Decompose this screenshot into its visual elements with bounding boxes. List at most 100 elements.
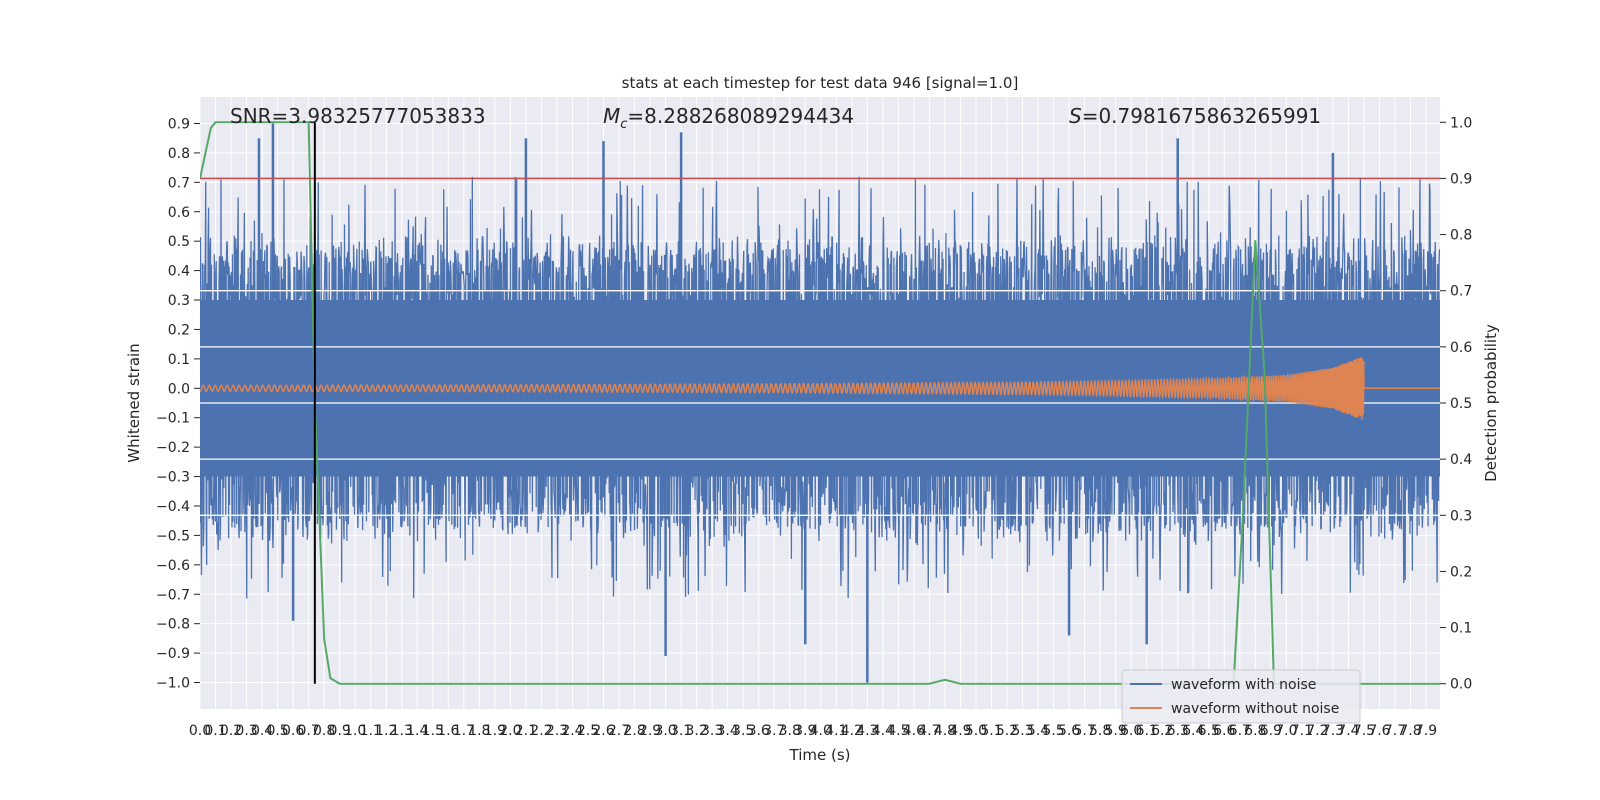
grid-right-axis (200, 290, 1440, 516)
x-tick-label: 4.0 (810, 723, 832, 739)
annotation-snr: SNR=3.98325777053833 (230, 104, 486, 128)
y-tick-label-left: −0.7 (156, 587, 190, 603)
x-tick-label: 4.1 (825, 723, 847, 739)
x-tick-label: 7.1 (1291, 723, 1313, 739)
annotation-s-value: S=0.7981675863265991 (1069, 104, 1321, 128)
x-tick-label: 4.7 (918, 723, 940, 739)
y-tick-label-left: −0.2 (156, 440, 190, 456)
x-tick-label: 0.9 (329, 723, 351, 739)
x-tick-label: 0.3 (235, 723, 257, 739)
x-tick-label: 7.9 (1415, 723, 1437, 739)
y-tick-label-left: −0.8 (156, 617, 190, 633)
x-tick-label: 0.8 (313, 723, 335, 739)
x-tick-label: 7.5 (1353, 723, 1375, 739)
x-tick-label: 6.3 (1167, 723, 1189, 739)
annotation-chirp-mass-symbol: M (603, 104, 620, 128)
y-tick-label-right: 1.0 (1450, 115, 1472, 131)
x-tick-label: 4.9 (949, 723, 971, 739)
y-axis-ticks-left: 0.9 0.8 0.7 0.6 0.5 0.4 0.3 0.2 0.1 0.0 −0.1 −0.2 −0… (156, 116, 200, 692)
x-tick-label: 3.0 (654, 723, 676, 739)
y-tick-label-right: 0.2 (1450, 564, 1472, 580)
x-tick-label: 0.2 (220, 723, 242, 739)
x-tick-label: 2.9 (639, 723, 661, 739)
y-tick-label-right: 0.0 (1450, 677, 1472, 693)
legend: waveform with noise waveform without noi… (1121, 669, 1361, 724)
y-tick-label-left: −0.9 (156, 646, 190, 662)
x-tick-label: 5.1 (980, 723, 1002, 739)
series-detection-probability (200, 121, 1440, 685)
x-tick-label: 4.4 (872, 723, 894, 739)
y-tick-label-left: 0.2 (168, 322, 190, 338)
x-tick-label: 1.4 (406, 723, 428, 739)
x-tick-label: 5.3 (1011, 723, 1033, 739)
x-tick-label: 2.1 (515, 723, 537, 739)
x-tick-label: 7.7 (1384, 723, 1406, 739)
clean-trace (200, 357, 1440, 420)
x-tick-label: 5.0 (965, 723, 987, 739)
x-tick-label: 7.0 (1275, 723, 1297, 739)
x-tick-label: 5.6 (1058, 723, 1080, 739)
x-tick-label: 0.1 (204, 723, 226, 739)
x-tick-label: 3.3 (701, 723, 723, 739)
x-tick-label: 1.2 (375, 723, 397, 739)
x-tick-label: 3.4 (717, 723, 739, 739)
y-tick-label-right: 0.4 (1450, 452, 1472, 468)
y-tick-label-left: 0.4 (168, 264, 190, 280)
x-tick-label: 7.3 (1322, 723, 1344, 739)
x-tick-label: 6.7 (1229, 723, 1251, 739)
y-tick-label-left: 0.0 (168, 381, 190, 397)
x-tick-label: 5.4 (1027, 723, 1049, 739)
x-tick-label: 1.6 (437, 723, 459, 739)
y-tick-label-left: −0.1 (156, 411, 190, 427)
x-tick-label: 6.2 (1151, 723, 1173, 739)
legend-box (1121, 669, 1361, 724)
x-tick-label: 2.3 (546, 723, 568, 739)
x-tick-label: 3.7 (763, 723, 785, 739)
x-tick-label: 5.8 (1089, 723, 1111, 739)
y-tick-label-left: 0.1 (168, 352, 190, 368)
annotation-chirp-mass-value: =8.288268089294434 (627, 104, 854, 128)
probability-trace (200, 121, 1440, 685)
annotation-chirp-mass: Mc=8.288268089294434 (603, 104, 854, 132)
x-tick-label: 4.6 (903, 723, 925, 739)
x-tick-label: 3.2 (685, 723, 707, 739)
x-tick-label: 1.9 (484, 723, 506, 739)
x-tick-label: 2.5 (577, 723, 599, 739)
x-tick-label: 1.7 (453, 723, 475, 739)
y-tick-label-left: −0.5 (156, 528, 190, 544)
y-axis-label-right: Detection probability (1482, 324, 1500, 482)
x-tick-label: 0.7 (298, 723, 320, 739)
annotation-s-symbol: S (1069, 104, 1082, 128)
y-tick-label-right: 0.9 (1450, 171, 1472, 187)
y-tick-label-left: 0.6 (168, 205, 190, 221)
y-tick-label-left: 0.5 (168, 234, 190, 250)
series-waveform-without-noise (200, 357, 1440, 420)
y-tick-label-left: −0.4 (156, 499, 190, 515)
x-tick-label: 7.6 (1368, 723, 1390, 739)
x-tick-label: 4.5 (887, 723, 909, 739)
annotation-s-number: =0.7981675863265991 (1082, 104, 1321, 128)
x-tick-label: 2.6 (592, 723, 614, 739)
y-tick-label-right: 0.3 (1450, 508, 1472, 524)
x-tick-label: 2.8 (623, 723, 645, 739)
y-tick-label-right: 0.1 (1450, 621, 1472, 637)
x-tick-label: 6.8 (1244, 723, 1266, 739)
x-tick-label: 5.2 (996, 723, 1018, 739)
y-axis-label-left: Whitened strain (125, 343, 143, 462)
x-tick-label: 6.9 (1260, 723, 1282, 739)
x-tick-label: 6.4 (1182, 723, 1204, 739)
x-tick-label: 2.7 (608, 723, 630, 739)
x-tick-label: 6.0 (1120, 723, 1142, 739)
x-tick-label: 2.2 (530, 723, 552, 739)
x-tick-label: 4.3 (856, 723, 878, 739)
x-tick-label: 1.0 (344, 723, 366, 739)
y-tick-label-left: −0.3 (156, 470, 190, 486)
y-tick-label-right: 0.8 (1450, 228, 1472, 244)
x-tick-label: 1.8 (468, 723, 490, 739)
x-tick-label: 7.2 (1306, 723, 1328, 739)
x-tick-label: 2.4 (561, 723, 583, 739)
x-tick-label: 4.8 (934, 723, 956, 739)
x-tick-label: 3.6 (748, 723, 770, 739)
x-tick-label: 1.3 (391, 723, 413, 739)
y-tick-label-left: 0.3 (168, 293, 190, 309)
